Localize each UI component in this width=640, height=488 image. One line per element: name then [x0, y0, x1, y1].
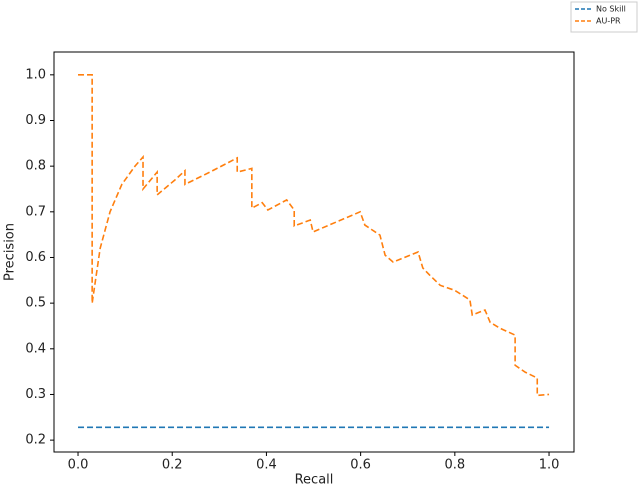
- y-tick-label: 0.6: [25, 250, 46, 265]
- x-axis-label: Recall: [295, 473, 334, 488]
- legend-frame: [570, 1, 638, 33]
- y-tick-label: 0.5: [25, 296, 46, 311]
- series-line: [78, 74, 550, 397]
- legend-label: No Skill: [596, 5, 626, 14]
- y-tick-label: 0.8: [25, 159, 46, 174]
- x-tick-label: 0.6: [350, 458, 371, 473]
- x-tick-label: 0.2: [162, 458, 183, 473]
- x-tick-label: 0.8: [444, 458, 465, 473]
- plot-frame: [53, 51, 575, 453]
- y-axis-label: Precision: [3, 223, 18, 281]
- y-tick-label: 0.9: [25, 113, 46, 128]
- y-tick-label: 1.0: [25, 67, 46, 82]
- y-tick-label: 0.7: [25, 204, 46, 219]
- x-tick-label: 0.0: [68, 458, 89, 473]
- legend-label: AU-PR: [596, 17, 621, 26]
- x-tick-label: 0.4: [256, 458, 277, 473]
- x-tick-label: 1.0: [539, 458, 560, 473]
- y-tick-label: 0.3: [25, 387, 46, 402]
- y-tick-label: 0.4: [25, 341, 46, 356]
- y-tick-label: 0.2: [25, 433, 46, 448]
- legend: No Skill AU-PR: [570, 1, 638, 33]
